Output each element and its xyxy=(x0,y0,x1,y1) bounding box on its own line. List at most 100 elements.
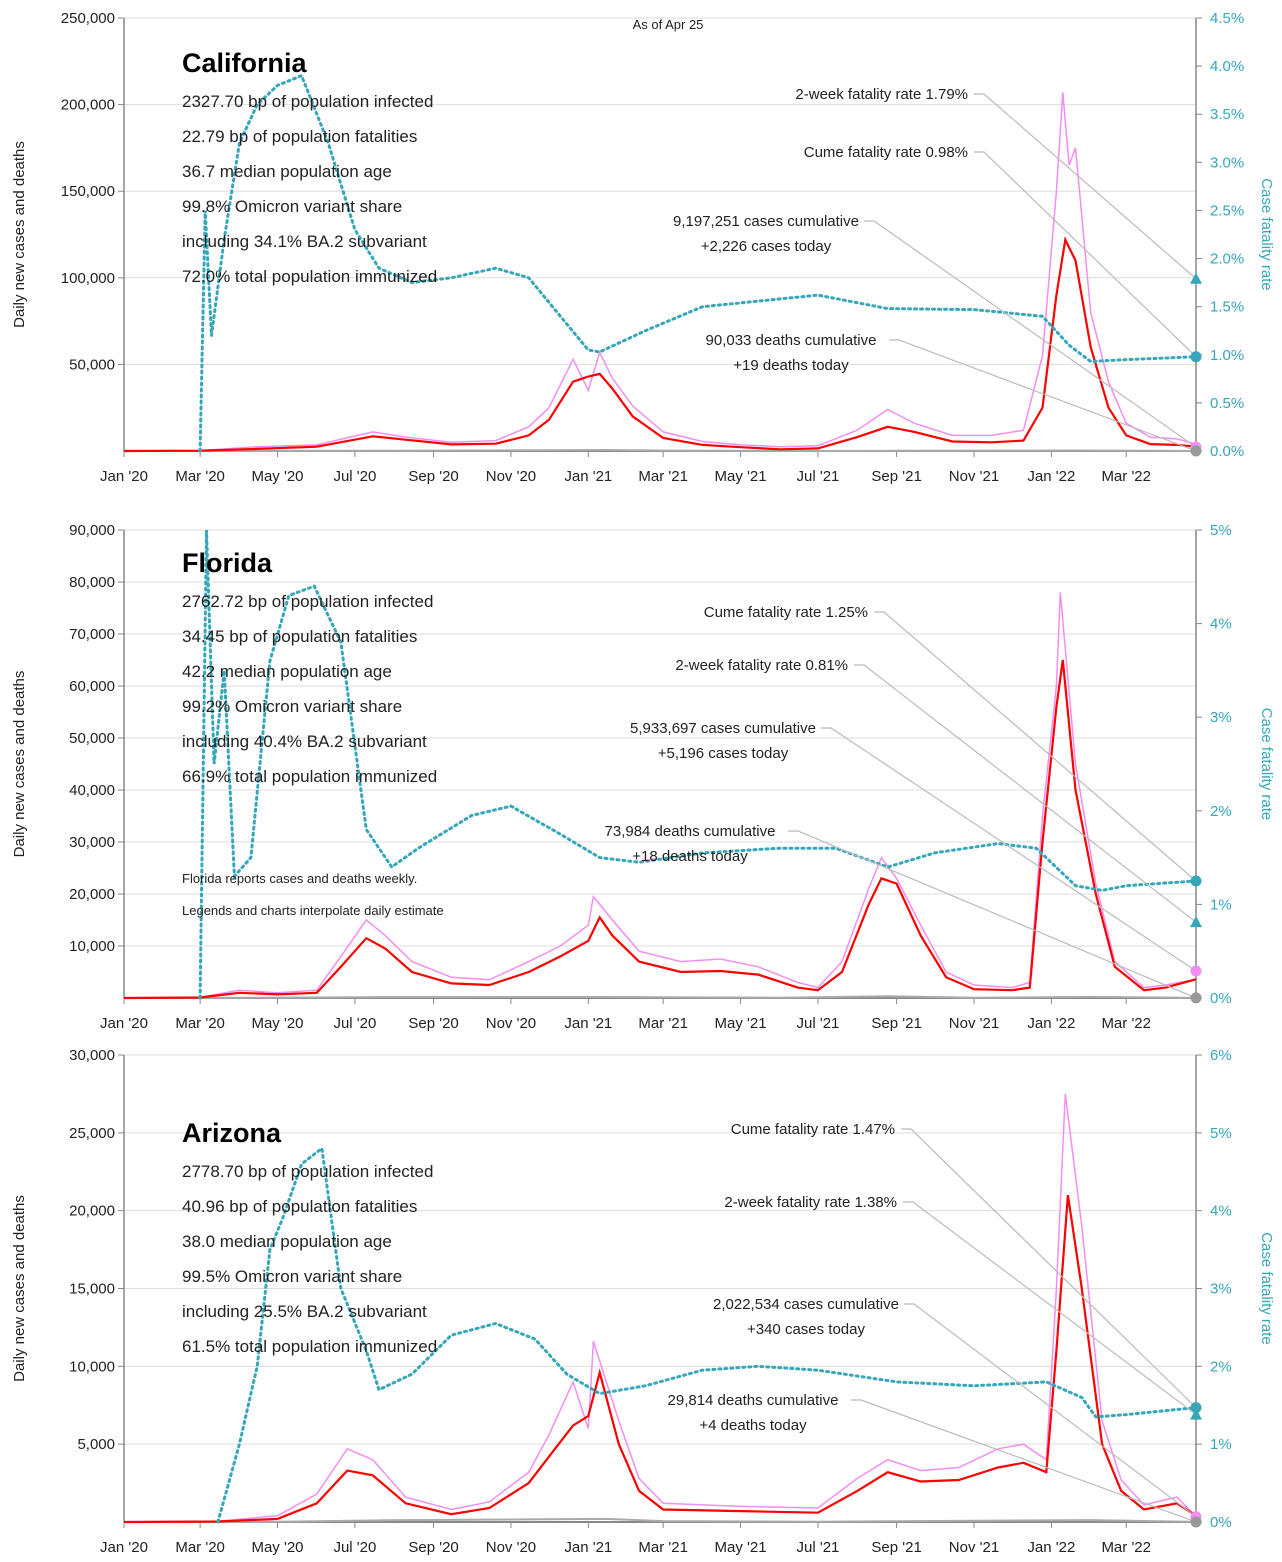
annotation-leader xyxy=(974,151,1197,358)
y2-tick-label: 1.0% xyxy=(1210,347,1244,364)
annotation-label: 5,933,697 cases cumulative xyxy=(630,720,816,737)
state-stat: 36.7 median population age xyxy=(182,162,392,181)
marker-two-week-fatality xyxy=(1190,1408,1202,1420)
y2-tick-label: 1% xyxy=(1210,1436,1232,1453)
y-tick-label: 50,000 xyxy=(69,356,115,373)
x-tick-label: Jan '22 xyxy=(1027,468,1075,485)
y2-tick-label: 6% xyxy=(1210,1047,1232,1064)
x-tick-label: Mar '20 xyxy=(175,1539,225,1556)
series-cases-average xyxy=(123,236,1197,453)
annotation-label: +5,196 cases today xyxy=(658,745,789,762)
annotation-leader xyxy=(864,220,1197,448)
state-stat: including 34.1% BA.2 subvariant xyxy=(182,232,427,251)
series-daily-cases xyxy=(123,1093,1197,1523)
state-stat: 2327.70 bp of population infected xyxy=(182,92,433,111)
y2-tick-label: 1.5% xyxy=(1210,299,1244,316)
annotation-leader xyxy=(851,1399,1197,1523)
marker-cume-fatality xyxy=(1190,1402,1202,1414)
state-stat: 99.5% Omicron variant share xyxy=(182,1267,402,1286)
y-tick-label: 5,000 xyxy=(77,1436,115,1453)
marker-two-week-fatality xyxy=(1190,916,1202,928)
y2-tick-label: 1% xyxy=(1210,896,1232,913)
y2-tick-label: 3% xyxy=(1210,1281,1232,1298)
y-tick-label: 20,000 xyxy=(69,1203,115,1220)
annotation-leader xyxy=(889,339,1197,452)
y2-axis-title: Case fatality rate xyxy=(1258,708,1275,821)
state-stat: 61.5% total population immunized xyxy=(182,1337,437,1356)
chart-arizona: 5,000 10,000 15,000 20,000 25,000 30,000 0% 1% 2… xyxy=(11,1047,1275,1556)
y-tick-label: 20,000 xyxy=(69,886,115,903)
x-tick-label: Sep '20 xyxy=(408,1539,458,1556)
y-tick-label: 50,000 xyxy=(69,730,115,747)
state-stat: including 40.4% BA.2 subvariant xyxy=(182,732,427,751)
annotation-label: +2,226 cases today xyxy=(701,238,832,255)
annotation-label: Cume fatality rate 0.98% xyxy=(804,144,968,161)
marker-deaths-today xyxy=(1190,1516,1202,1528)
x-tick-label: May '20 xyxy=(251,1015,303,1032)
x-tick-label: Jan '21 xyxy=(564,468,612,485)
annotation-leader xyxy=(788,830,1197,999)
annotation-label: +19 deaths today xyxy=(733,357,849,374)
y2-tick-label: 2.5% xyxy=(1210,202,1244,219)
x-tick-label: Mar '22 xyxy=(1101,1539,1151,1556)
series-cases-average xyxy=(123,659,1197,1000)
x-tick-label: Jul '21 xyxy=(797,1539,840,1556)
y-tick-label: 200,000 xyxy=(61,97,115,114)
x-tick-label: May '20 xyxy=(251,468,303,485)
series-case-fatality-rate xyxy=(198,73,1198,453)
series-daily-deaths xyxy=(123,995,1197,999)
annotation-label: Cume fatality rate 1.47% xyxy=(731,1121,895,1138)
y-tick-label: 100,000 xyxy=(61,270,115,287)
series-daily-cases xyxy=(123,92,1197,452)
annotation-label: 73,984 deaths cumulative xyxy=(605,823,776,840)
x-tick-label: Sep '21 xyxy=(871,1539,921,1556)
chart-california: 50,000 100,000 150,000 200,000 250,000 0.0% 0.… xyxy=(11,10,1275,485)
annotation-label: Cume fatality rate 1.25% xyxy=(704,604,868,621)
series-case-fatality-rate xyxy=(198,529,1198,1000)
x-tick-label: Sep '20 xyxy=(408,1015,458,1032)
series-daily-deaths xyxy=(123,448,1197,453)
state-stat: 34.45 bp of population fatalities xyxy=(182,627,417,646)
annotation-leader xyxy=(874,611,1197,882)
y-tick-label: 90,000 xyxy=(69,522,115,539)
x-tick-label: Jan '22 xyxy=(1027,1539,1075,1556)
annotation-leader xyxy=(821,727,1197,972)
state-stat: 72.0% total population immunized xyxy=(182,267,437,286)
x-tick-label: Jul '20 xyxy=(333,468,376,485)
state-title: Florida xyxy=(182,548,273,578)
y-tick-label: 80,000 xyxy=(69,574,115,591)
x-tick-label: Jul '20 xyxy=(333,1015,376,1032)
y2-tick-label: 4% xyxy=(1210,616,1232,633)
x-tick-label: Mar '20 xyxy=(175,468,225,485)
state-stat: including 25.5% BA.2 subvariant xyxy=(182,1302,427,1321)
y-axis-title: Daily new cases and deaths xyxy=(11,141,28,328)
x-tick-label: Nov '20 xyxy=(486,1015,536,1032)
marker-cases-today xyxy=(1190,965,1202,977)
annotation-leader xyxy=(901,1128,1197,1409)
x-tick-label: Jan '22 xyxy=(1027,1015,1075,1032)
state-stat: 66.9% total population immunized xyxy=(182,767,437,786)
state-stat: 99.2% Omicron variant share xyxy=(182,697,402,716)
annotation-label: +18 deaths today xyxy=(632,848,748,865)
x-tick-label: Jan '20 xyxy=(100,468,148,485)
y-tick-label: 15,000 xyxy=(69,1281,115,1298)
marker-cume-fatality xyxy=(1190,875,1202,887)
x-tick-label: Nov '20 xyxy=(486,1539,536,1556)
y2-tick-label: 4.5% xyxy=(1210,10,1244,27)
state-note: Legends and charts interpolate daily est… xyxy=(182,903,444,918)
series-daily-cases xyxy=(123,592,1197,999)
marker-two-week-fatality xyxy=(1190,272,1202,284)
annotation-label: 2-week fatality rate 0.81% xyxy=(675,657,848,674)
y2-axis-title: Case fatality rate xyxy=(1258,178,1275,291)
x-tick-label: Jan '20 xyxy=(100,1015,148,1032)
annotation-leader xyxy=(854,664,1197,923)
state-title: California xyxy=(182,48,308,78)
marker-cume-fatality xyxy=(1190,351,1202,363)
x-tick-label: Nov '21 xyxy=(949,468,999,485)
series-daily-deaths xyxy=(123,1517,1197,1523)
state-stat: 38.0 median population age xyxy=(182,1232,392,1251)
y2-tick-label: 4.0% xyxy=(1210,58,1244,75)
y-tick-label: 30,000 xyxy=(69,1047,115,1064)
y-tick-label: 150,000 xyxy=(61,183,115,200)
